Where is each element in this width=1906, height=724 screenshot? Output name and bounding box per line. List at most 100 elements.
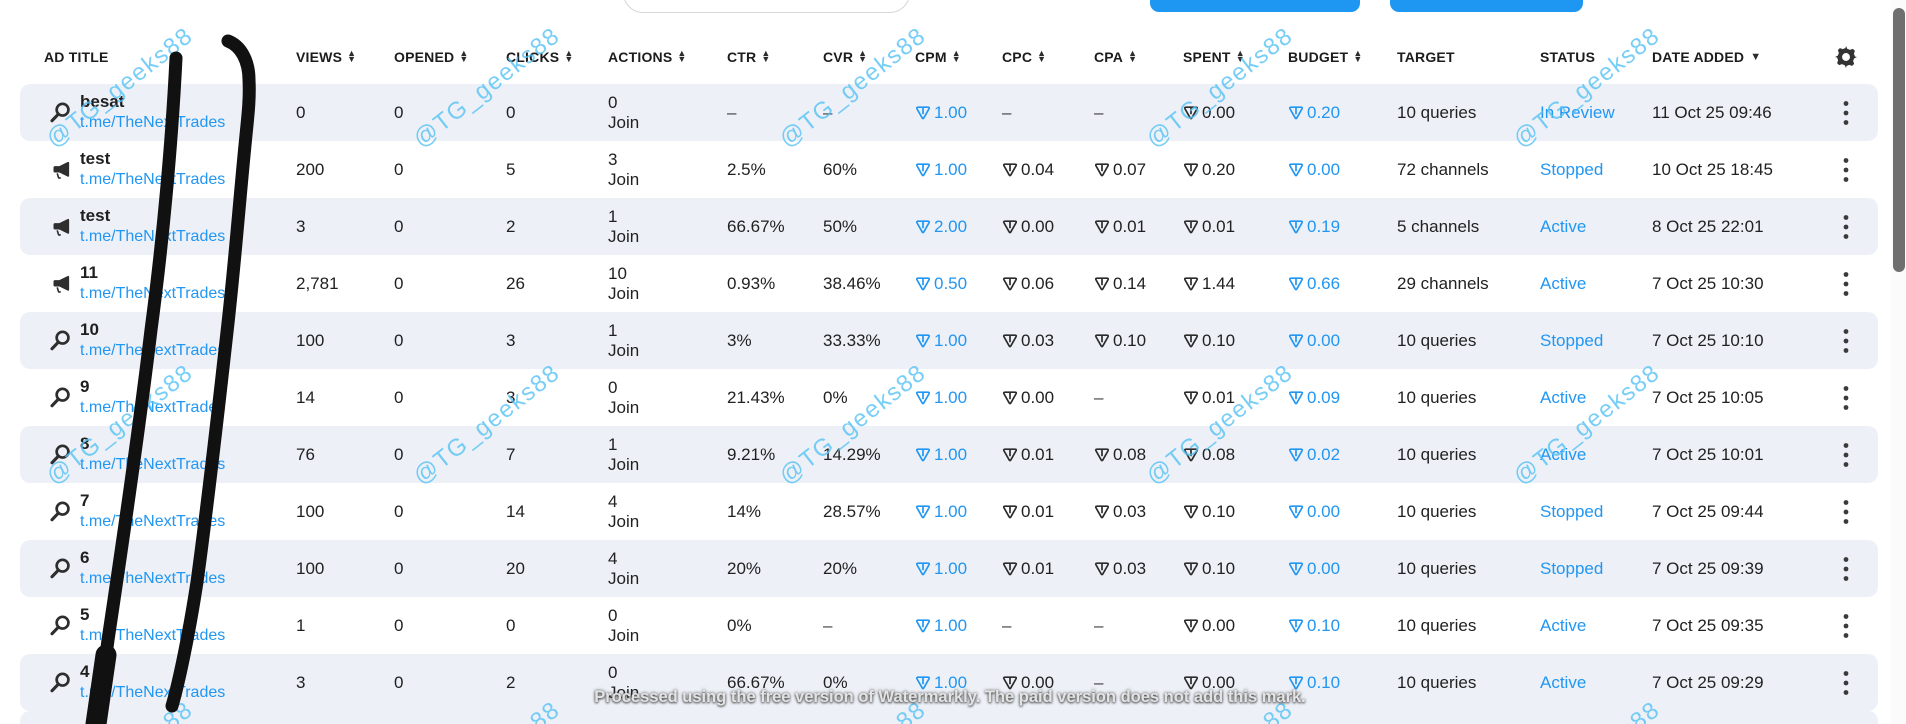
column-header-cpm[interactable]: CPM ▲ ▼: [915, 49, 1002, 65]
date-added-cell: 7 Oct 25 09:44: [1652, 501, 1764, 521]
row-menu-button[interactable]: [1822, 207, 1870, 247]
views-cell: 100: [296, 330, 325, 350]
ton-icon-dark: [1183, 618, 1199, 632]
column-header-cpc[interactable]: CPC ▲ ▼: [1002, 49, 1094, 65]
column-header-date_added[interactable]: DATE ADDED ▼: [1652, 49, 1822, 65]
clicks-cell: 2: [506, 672, 516, 692]
ton-icon-dark: [1002, 447, 1018, 461]
budget-cell: 0.00: [1288, 502, 1397, 522]
ad-link[interactable]: t.me/TheNextTrades: [80, 570, 226, 587]
ad-link[interactable]: t.me/TheNextTrades: [80, 114, 226, 131]
primary-action-button[interactable]: [1150, 0, 1360, 12]
ctr-cell: 0.93%: [727, 273, 776, 293]
sort-icon: ▲ ▼: [1037, 48, 1047, 64]
ton-icon-dark: [1002, 561, 1018, 575]
spent-cell: 0.10: [1183, 559, 1288, 579]
actions-cell: 0 Join: [608, 606, 727, 646]
column-header-spent[interactable]: SPENT ▲ ▼: [1183, 49, 1288, 65]
ton-icon-blue: [1288, 162, 1304, 176]
ad-link[interactable]: t.me/TheNextTrades: [80, 513, 226, 530]
row-menu-cell: [1822, 663, 1870, 703]
ctr-cell: 20%: [727, 558, 762, 578]
table-row: 10 t.me/TheNextTrades 100 0 3 1 Join 3% 33.33% 1.…: [0, 312, 1906, 369]
column-header-actions[interactable]: ACTIONS ▲ ▼: [608, 49, 727, 65]
actions-type: Join: [608, 511, 640, 531]
actions-cell: 1 Join: [608, 435, 727, 475]
kebab-icon: [1843, 157, 1849, 182]
column-label: BUDGET: [1288, 49, 1349, 65]
cvr-cell: 20%: [823, 558, 858, 578]
row-menu-button[interactable]: [1822, 663, 1870, 703]
kebab-icon: [1843, 328, 1849, 353]
date-added-cell: 10 Oct 25 18:45: [1652, 159, 1773, 179]
views-cell: 3: [296, 672, 306, 692]
cpa-cell: 0.08: [1094, 445, 1183, 465]
secondary-action-button[interactable]: [1390, 0, 1583, 12]
cpa-cell: 0.10: [1094, 331, 1183, 351]
table-settings-button[interactable]: [1822, 46, 1870, 68]
column-header-cpa[interactable]: CPA ▲ ▼: [1094, 49, 1183, 65]
column-header-budget[interactable]: BUDGET ▲ ▼: [1288, 49, 1397, 65]
row-menu-button[interactable]: [1822, 549, 1870, 589]
row-menu-button[interactable]: [1822, 435, 1870, 475]
status-badge: Active: [1540, 387, 1587, 407]
column-header-clicks[interactable]: CLICKS ▲ ▼: [506, 49, 608, 65]
megaphone-icon: [53, 218, 69, 236]
actions-count: 3: [608, 149, 618, 169]
row-menu-button[interactable]: [1822, 378, 1870, 418]
ton-icon-blue: [1288, 618, 1304, 632]
cpm-cell: 1.00: [915, 502, 1002, 522]
column-label: SPENT: [1183, 49, 1231, 65]
search-icon: [49, 444, 70, 465]
actions-cell: 0 Join: [608, 663, 727, 703]
row-menu-button[interactable]: [1822, 606, 1870, 646]
views-cell: 1: [296, 615, 306, 635]
opened-cell: 0: [394, 387, 404, 407]
ton-icon-blue: [915, 447, 931, 461]
row-menu-button[interactable]: [1822, 93, 1870, 133]
ad-type-icon-cell: [40, 101, 80, 124]
target-cell: 10 queries: [1397, 501, 1477, 521]
clicks-cell: 7: [506, 444, 516, 464]
ad-link[interactable]: t.me/TheNextTrades: [80, 228, 226, 245]
ad-link[interactable]: t.me/TheNextTrades: [80, 627, 226, 644]
opened-cell: 0: [394, 672, 404, 692]
status-badge: Stopped: [1540, 501, 1604, 521]
ad-type-icon-cell: [40, 500, 80, 523]
actions-count: 0: [608, 662, 618, 682]
ton-icon-blue: [1288, 105, 1304, 119]
scrollbar-thumb[interactable]: [1893, 8, 1905, 272]
budget-cell: 0.00: [1288, 559, 1397, 579]
column-header-ctr[interactable]: CTR ▲ ▼: [727, 49, 823, 65]
ton-icon-blue: [1288, 447, 1304, 461]
date-added-cell: 7 Oct 25 10:05: [1652, 387, 1764, 407]
ad-link[interactable]: t.me/TheNextTrades: [80, 171, 226, 188]
ad-title: 4: [80, 662, 90, 681]
column-header-views[interactable]: VIEWS ▲ ▼: [296, 49, 394, 65]
row-menu-button[interactable]: [1822, 492, 1870, 532]
ad-link[interactable]: t.me/TheNextTrades: [80, 399, 226, 416]
ctr-cell: 9.21%: [727, 444, 776, 464]
row-menu-button[interactable]: [1822, 150, 1870, 190]
table-row: test t.me/TheNextTrades 200 0 5 3 Join 2.5% 60% 1…: [0, 141, 1906, 198]
ad-link[interactable]: t.me/TheNextTrades: [80, 342, 226, 359]
ad-link[interactable]: t.me/TheNextTrades: [80, 456, 226, 473]
row-menu-button[interactable]: [1822, 264, 1870, 304]
search-icon: [49, 102, 70, 123]
row-menu-cell: [1822, 321, 1870, 361]
row-menu-button[interactable]: [1822, 321, 1870, 361]
column-header-opened[interactable]: OPENED ▲ ▼: [394, 49, 506, 65]
ton-icon-blue: [1288, 390, 1304, 404]
megaphone-icon: [53, 275, 69, 293]
cpc-cell: –: [1002, 102, 1012, 122]
budget-cell: 0.00: [1288, 331, 1397, 351]
clicks-cell: 14: [506, 501, 525, 521]
actions-type: Join: [608, 283, 640, 303]
ad-link[interactable]: t.me/TheNextTrades: [80, 684, 226, 701]
search-input[interactable]: [623, 0, 910, 13]
ctr-cell: 66.67%: [727, 672, 785, 692]
ad-link[interactable]: t.me/TheNextTrades: [80, 285, 226, 302]
column-header-cvr[interactable]: CVR ▲ ▼: [823, 49, 915, 65]
column-header-status: STATUS: [1540, 49, 1652, 65]
actions-count: 0: [608, 377, 618, 397]
